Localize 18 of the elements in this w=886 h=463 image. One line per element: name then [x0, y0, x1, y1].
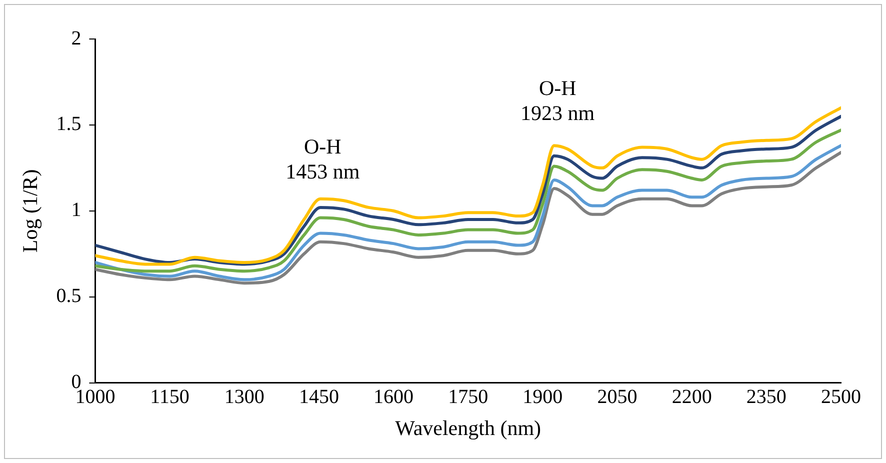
x-tick-label: 2050 [597, 386, 638, 408]
x-tick-label: 2350 [746, 386, 786, 408]
annotation: O-H 1923 nm [520, 76, 595, 125]
x-tick-label: 1150 [150, 386, 190, 408]
x-tick-label: 1300 [224, 386, 264, 408]
x-tick-label: 2500 [821, 386, 861, 408]
x-axis-title: Wavelength (nm) [395, 416, 542, 440]
x-tick-label: 1750 [448, 386, 488, 408]
x-tick-label: 2200 [672, 386, 712, 408]
y-tick-label: 2 [71, 27, 82, 50]
x-tick-label: 1450 [298, 386, 339, 408]
y-tick-label: 1 [71, 199, 82, 222]
y-axis-title: Log (1/R) [18, 169, 42, 253]
y-tick-label: 1.5 [56, 113, 82, 136]
x-tick-label: 1600 [374, 386, 414, 408]
x-tick-label: 1900 [522, 386, 563, 408]
annotation: O-H 1453 nm [286, 134, 360, 184]
y-tick-label: 0.5 [56, 285, 82, 308]
